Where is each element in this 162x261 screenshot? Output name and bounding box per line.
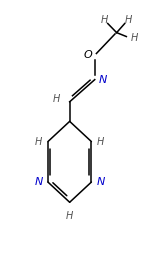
Text: H: H	[124, 15, 132, 25]
Text: H: H	[52, 94, 60, 104]
Text: N: N	[96, 177, 105, 187]
Text: H: H	[66, 211, 73, 221]
Text: H: H	[97, 137, 104, 147]
Text: H: H	[35, 137, 42, 147]
Text: H: H	[130, 33, 138, 43]
Text: O: O	[84, 50, 92, 60]
Text: N: N	[35, 177, 43, 187]
Text: N: N	[99, 75, 107, 85]
Text: H: H	[101, 15, 108, 25]
